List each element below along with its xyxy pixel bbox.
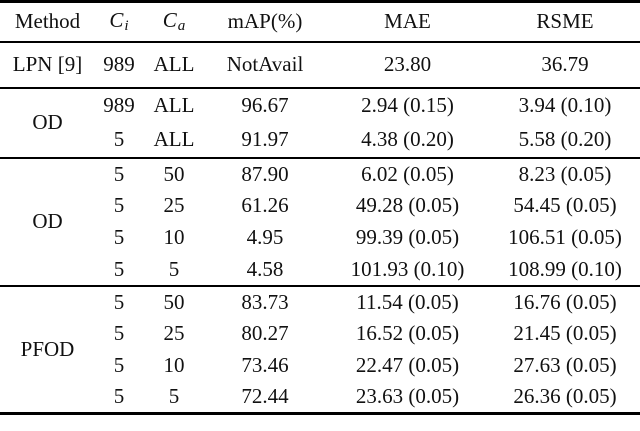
- cell-map: 91.97: [241, 127, 289, 151]
- cell-ci: 989: [103, 52, 135, 76]
- cell-map: 87.90: [241, 161, 289, 186]
- cell-mae: 16.52 (0.05): [355, 321, 460, 345]
- cell-ca: 50: [163, 289, 185, 314]
- cell-mae: 23.63 (0.05): [355, 384, 460, 409]
- cell-ci: 5: [113, 353, 125, 377]
- table-header: Method Ci Ca mAP(%) MAE RSME: [0, 2, 640, 42]
- col-header-ca: Ca: [143, 2, 205, 42]
- cell-mae: 49.28 (0.05): [355, 193, 460, 217]
- cell-ci: 5: [113, 193, 125, 217]
- table-row: 5 10 73.46 22.47 (0.05) 27.63 (0.05): [0, 350, 640, 382]
- cell-ci: 5: [113, 321, 125, 345]
- table-row: OD 5 50 87.90 6.02 (0.05) 8.23 (0.05): [0, 158, 640, 234]
- cell-ci: 5: [113, 161, 125, 186]
- cell-ci: 5: [113, 225, 125, 249]
- cell-rsme: 108.99 (0.10): [508, 256, 622, 281]
- table-row: 5 25 80.27 16.52 (0.05) 21.45 (0.05): [0, 318, 640, 350]
- ci-subscript: i: [124, 18, 129, 35]
- cell-ci: 5: [113, 127, 125, 151]
- cell-rsme: 54.45 (0.05): [513, 193, 617, 217]
- cell-ci: 5: [113, 384, 125, 409]
- cell-rsme: 8.23 (0.05): [518, 161, 612, 186]
- cell-ca: 50: [163, 161, 185, 186]
- cell-ca: 25: [163, 193, 185, 217]
- cell-map: 96.67: [241, 93, 289, 117]
- cell-mae: 99.39 (0.05): [355, 225, 460, 249]
- method-cell: OD: [32, 110, 63, 134]
- cell-rsme: 26.36 (0.05): [513, 384, 617, 409]
- cell-map: 80.27: [241, 321, 289, 345]
- cell-ci: 5: [113, 256, 125, 281]
- row-group-od-few: OD 5 50 87.90 6.02 (0.05) 8.23 (0.05) 5 …: [0, 158, 640, 286]
- cell-ca: 25: [163, 321, 185, 345]
- cell-rsme: 36.79: [541, 52, 589, 76]
- cell-mae: 2.94 (0.15): [361, 93, 454, 117]
- cell-map: 83.73: [241, 289, 289, 314]
- cell-mae: 11.54 (0.05): [356, 289, 459, 314]
- cell-map: 73.46: [241, 353, 289, 377]
- table-row: 5 25 61.26 49.28 (0.05) 54.45 (0.05): [0, 190, 640, 222]
- cell-rsme: 21.45 (0.05): [513, 321, 617, 345]
- cell-ca: ALL: [153, 93, 195, 117]
- cell-ca: ALL: [153, 52, 195, 76]
- cell-ca: 5: [168, 256, 180, 281]
- cell-rsme: 5.58 (0.20): [518, 127, 612, 151]
- cell-ci: 989: [103, 93, 135, 117]
- col-header-mae: MAE: [384, 9, 431, 34]
- cell-ca: 10: [163, 353, 185, 377]
- method-cell: OD: [32, 209, 63, 233]
- cell-mae: 4.38 (0.20): [361, 127, 454, 151]
- cell-rsme: 3.94 (0.10): [518, 93, 612, 117]
- cell-ca: ALL: [153, 127, 195, 151]
- results-table: Method Ci Ca mAP(%) MAE RSME LPN [9] 989…: [0, 0, 640, 415]
- cell-ca: 5: [168, 384, 180, 409]
- table-row: 5 ALL 91.97 4.38 (0.20) 5.58 (0.20): [0, 123, 640, 158]
- table-row: OD 989 ALL 96.67 2.94 (0.15) 3.94 (0.10): [0, 88, 640, 134]
- table-row: PFOD 5 50 83.73 11.54 (0.05) 16.76 (0.05…: [0, 286, 640, 361]
- cell-map: 61.26: [241, 193, 289, 217]
- cell-rsme: 16.76 (0.05): [513, 289, 617, 314]
- cell-mae: 6.02 (0.05): [361, 161, 454, 186]
- col-header-map: mAP(%): [227, 9, 303, 34]
- cell-rsme: 106.51 (0.05): [508, 225, 622, 249]
- table-row: LPN [9] 989 ALL NotAvail 23.80 36.79: [0, 42, 640, 88]
- cell-map: 4.58: [246, 256, 284, 281]
- col-header-ci: Ci: [95, 2, 143, 42]
- cell-mae: 23.80: [383, 52, 432, 76]
- table-row: 5 10 4.95 99.39 (0.05) 106.51 (0.05): [0, 222, 640, 254]
- ca-symbol: C: [162, 8, 177, 33]
- row-group-pfod: PFOD 5 50 83.73 11.54 (0.05) 16.76 (0.05…: [0, 286, 640, 414]
- table-row: 5 5 4.58 101.93 (0.10) 108.99 (0.10): [0, 254, 640, 286]
- cell-ca: 10: [163, 225, 185, 249]
- cell-mae: 22.47 (0.05): [355, 353, 460, 377]
- method-cell: LPN [9]: [12, 52, 83, 76]
- header-row: Method Ci Ca mAP(%) MAE RSME: [0, 2, 640, 42]
- cell-map: NotAvail: [226, 52, 304, 76]
- ci-symbol: C: [109, 8, 124, 33]
- cell-map: 72.44: [241, 384, 289, 409]
- method-cell: PFOD: [20, 336, 75, 361]
- table-row: 5 5 72.44 23.63 (0.05) 26.36 (0.05): [0, 382, 640, 414]
- cell-ci: 5: [113, 289, 125, 314]
- cell-map: 4.95: [246, 225, 284, 249]
- row-group-od-all: OD 989 ALL 96.67 2.94 (0.15) 3.94 (0.10)…: [0, 88, 640, 158]
- cell-mae: 101.93 (0.10): [350, 256, 465, 281]
- row-group-lpn: LPN [9] 989 ALL NotAvail 23.80 36.79: [0, 42, 640, 88]
- cell-rsme: 27.63 (0.05): [513, 353, 617, 377]
- col-header-method: Method: [14, 9, 81, 34]
- ca-subscript: a: [177, 18, 186, 35]
- col-header-rsme: RSME: [536, 9, 594, 34]
